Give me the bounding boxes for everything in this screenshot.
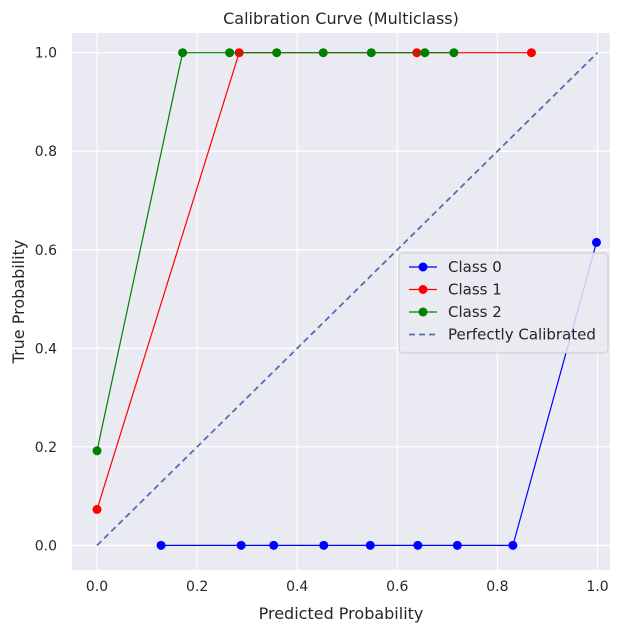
class-2-point	[318, 48, 328, 58]
series-group	[92, 48, 601, 550]
y-tick-label: 0.2	[35, 440, 57, 456]
class-2-point	[449, 48, 459, 58]
y-tick-label: 0.0	[35, 538, 57, 554]
class-0-point	[156, 540, 166, 550]
legend-marker-class-2	[418, 307, 428, 317]
class-2-point	[420, 48, 430, 58]
legend: Class 0 Class 1 Class 2 Perfectly Calibrate…	[398, 252, 609, 354]
class-0-point	[591, 237, 601, 247]
x-tick-label: 0.0	[86, 579, 108, 595]
y-tick-label: 0.4	[35, 341, 57, 357]
legend-label-class-2: Class 2	[448, 303, 502, 321]
class-2-point	[178, 48, 188, 58]
x-axis-label: Predicted Probability	[259, 604, 424, 623]
x-tick-label: 1.0	[586, 579, 608, 595]
class-1-point	[92, 504, 102, 514]
y-axis-label: True Probability	[9, 240, 28, 365]
class-0-point	[413, 540, 423, 550]
legend-label-class-1: Class 1	[448, 281, 502, 299]
class-0-point	[269, 540, 279, 550]
class-0-point	[508, 540, 518, 550]
legend-label-perfectly-calibrated: Perfectly Calibrated	[448, 326, 596, 344]
class-0-point	[319, 540, 329, 550]
y-tick-label: 0.6	[35, 243, 57, 259]
class-2-point	[272, 48, 282, 58]
legend-marker-class-1	[418, 285, 428, 294]
x-tick-label: 0.6	[386, 579, 408, 595]
chart-title: Calibration Curve (Multiclass)	[223, 9, 459, 28]
class-2-point	[366, 48, 376, 58]
tick-labels: 0.0 0.2 0.4 0.6 0.8 1.0 0.0 0.2 0.4 0.6 0.8 1.0	[35, 46, 609, 595]
x-tick-label: 0.8	[486, 579, 508, 595]
class-2-point	[92, 446, 102, 456]
class-0-point	[452, 540, 462, 550]
x-tick-label: 0.2	[186, 579, 208, 595]
legend-marker-class-0	[418, 262, 428, 272]
legend-box	[398, 252, 609, 354]
class-2-line	[96, 52, 454, 451]
perfectly-calibrated-line	[96, 52, 599, 547]
y-tick-label: 1.0	[35, 46, 57, 62]
class-2-point	[225, 48, 235, 58]
class-1-point	[526, 48, 536, 58]
class-0-point	[365, 540, 375, 550]
legend-label-class-0: Class 0	[448, 258, 502, 276]
x-tick-label: 0.4	[286, 579, 308, 595]
class-0-point	[236, 540, 246, 550]
y-tick-label: 0.8	[35, 144, 57, 160]
